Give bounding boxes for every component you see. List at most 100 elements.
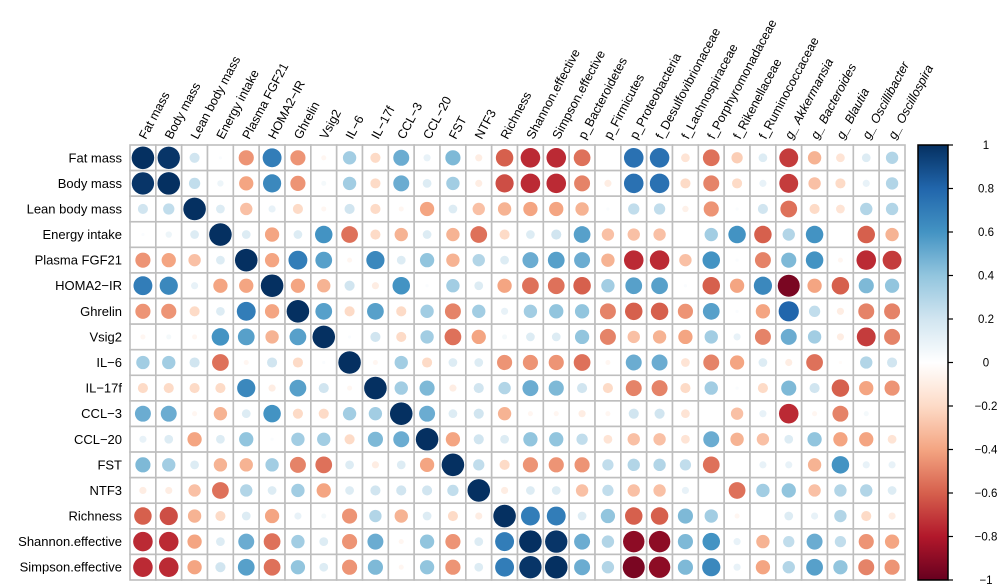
correlation-circle — [885, 202, 899, 216]
correlation-circle — [809, 203, 820, 215]
correlation-circle — [884, 380, 900, 396]
correlation-circle — [347, 335, 352, 339]
correlation-circle — [187, 534, 202, 549]
grid-cell — [723, 451, 751, 479]
correlation-circle — [527, 411, 533, 417]
correlation-circle — [702, 276, 720, 295]
correlation-circle — [372, 359, 378, 366]
correlation-circle — [213, 406, 228, 421]
row-label: FST — [97, 457, 122, 472]
correlation-circle — [393, 431, 410, 448]
correlation-circle — [211, 328, 230, 346]
correlation-circle — [342, 508, 358, 524]
correlation-circle — [885, 177, 899, 190]
correlation-circle — [344, 280, 355, 291]
correlation-circle — [447, 484, 459, 497]
correlation-circle — [473, 459, 485, 471]
correlation-circle — [755, 560, 771, 575]
correlation-circle — [885, 151, 899, 164]
correlation-circle — [835, 178, 846, 189]
correlation-circle — [501, 486, 509, 495]
grid-cell — [852, 553, 880, 581]
correlation-circle — [263, 558, 281, 576]
colorbar-tick-label: 0.2 — [978, 314, 994, 326]
correlation-circle — [681, 409, 690, 419]
correlation-circle — [290, 150, 306, 166]
correlation-circle — [808, 177, 821, 190]
correlation-circle — [237, 378, 256, 398]
correlation-circle — [754, 252, 771, 269]
correlation-circle — [215, 510, 226, 522]
correlation-circle — [756, 483, 770, 498]
correlation-circle — [735, 207, 739, 211]
correlation-circle — [474, 358, 484, 367]
correlation-circle — [137, 203, 148, 215]
correlation-circle — [653, 203, 666, 215]
correlation-circle — [601, 228, 615, 241]
correlation-circle — [367, 533, 384, 550]
correlation-circle — [239, 432, 254, 447]
correlation-circle — [342, 559, 358, 575]
correlation-circle — [166, 334, 172, 340]
correlation-circle — [549, 304, 564, 319]
correlation-circle — [422, 357, 433, 368]
correlation-circle — [289, 456, 306, 473]
correlation-circle — [263, 404, 281, 423]
correlation-circle — [215, 383, 226, 394]
correlation-circle — [139, 435, 147, 443]
correlation-circle — [600, 508, 616, 524]
correlation-circle — [548, 380, 564, 396]
correlation-circle — [857, 225, 875, 244]
grid-cell — [310, 144, 338, 172]
row-label: CCL−20 — [74, 432, 122, 447]
correlation-circle — [212, 354, 229, 371]
row-label: Body mass — [58, 176, 123, 191]
correlation-circle — [422, 230, 432, 239]
colorbar-tick-label: −1 — [979, 575, 992, 587]
correlation-circle — [293, 230, 303, 239]
correlation-circle — [262, 174, 282, 193]
correlation-circle — [860, 356, 873, 369]
correlation-circle — [239, 278, 254, 293]
correlation-circle — [448, 358, 458, 367]
column-label: Vsig2 — [317, 107, 344, 141]
correlation-circle — [759, 461, 767, 469]
correlation-circle — [677, 534, 693, 550]
correlation-circle — [292, 357, 303, 368]
correlation-circle — [522, 380, 539, 397]
correlation-circle — [756, 534, 770, 549]
correlation-circle — [627, 433, 640, 446]
correlation-circle — [777, 274, 800, 297]
correlation-circle — [475, 512, 483, 520]
correlation-circle — [602, 459, 614, 471]
correlation-circle — [833, 560, 848, 575]
correlation-circle — [703, 201, 719, 217]
correlation-circle — [394, 381, 408, 395]
correlation-circle — [702, 251, 720, 269]
correlation-circle — [134, 507, 152, 525]
correlation-circle — [783, 535, 795, 548]
correlation-circle — [836, 153, 845, 163]
correlation-circle — [319, 562, 329, 572]
correlation-circle — [292, 408, 303, 419]
grid-cell — [775, 528, 803, 556]
correlation-circle — [131, 172, 155, 195]
correlation-circle — [779, 148, 799, 168]
row-label: Fat mass — [69, 150, 123, 165]
correlation-circle — [522, 252, 539, 269]
correlation-circle — [447, 510, 458, 522]
correlation-circle — [573, 226, 591, 243]
correlation-circle — [319, 537, 329, 546]
correlation-circle — [500, 434, 509, 444]
correlation-circle — [681, 486, 689, 495]
correlation-circle — [133, 531, 153, 552]
correlation-circle — [549, 201, 564, 217]
correlation-circle — [575, 484, 589, 497]
correlation-circle — [729, 278, 745, 293]
correlation-circle — [243, 359, 249, 366]
correlation-circle — [702, 558, 721, 577]
correlation-circle — [472, 202, 485, 216]
correlation-circle — [887, 357, 898, 368]
